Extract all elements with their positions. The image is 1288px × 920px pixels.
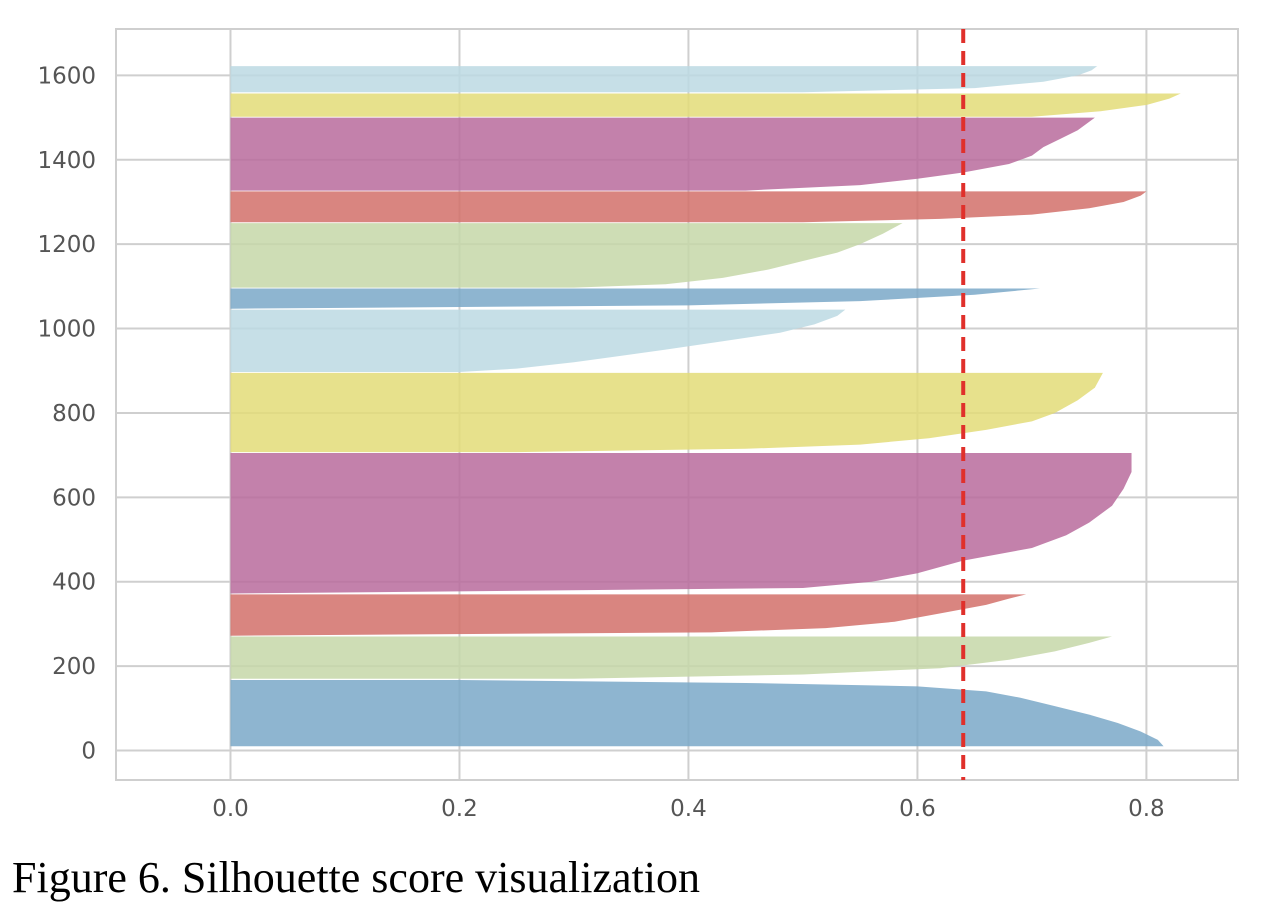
- cluster-silhouette-2: [230, 594, 1027, 636]
- x-tick-labels: 0.0 0.2 0.4 0.6 0.8: [212, 796, 1164, 822]
- y-tick-label-3: 600: [52, 485, 96, 511]
- x-tick-label-4: 0.8: [1128, 796, 1165, 822]
- cluster-silhouette-8: [230, 191, 1147, 223]
- y-tick-label-1: 200: [52, 654, 96, 680]
- cluster-silhouette-6: [230, 288, 1040, 309]
- cluster-silhouettes: [230, 66, 1181, 747]
- x-tick-label-0: 0.0: [212, 796, 249, 822]
- x-tick-label-2: 0.4: [670, 796, 707, 822]
- y-tick-label-5: 1000: [37, 317, 96, 343]
- cluster-silhouette-4: [230, 372, 1103, 453]
- y-tick-label-6: 1200: [37, 232, 96, 258]
- cluster-silhouette-10: [230, 93, 1181, 117]
- y-tick-labels: 0 200 400 600 800 1000 1200 1400 1600: [37, 63, 96, 764]
- y-tick-label-8: 1600: [37, 63, 96, 89]
- cluster-silhouette-9: [230, 117, 1095, 191]
- cluster-silhouette-0: [230, 680, 1164, 747]
- cluster-silhouette-11: [230, 66, 1098, 93]
- cluster-silhouette-7: [230, 223, 903, 288]
- figure-caption: Figure 6. Silhouette score visualization: [12, 853, 700, 902]
- x-tick-label-3: 0.6: [899, 796, 936, 822]
- x-tick-label-1: 0.2: [441, 796, 478, 822]
- y-tick-label-2: 400: [52, 570, 96, 596]
- y-tick-label-4: 800: [52, 401, 96, 427]
- cluster-silhouette-5: [230, 309, 846, 373]
- y-tick-label-7: 1400: [37, 148, 96, 174]
- cluster-silhouette-3: [230, 453, 1132, 594]
- cluster-silhouette-1: [230, 636, 1113, 679]
- silhouette-chart: 0.0 0.2 0.4 0.6 0.8 0 200 400 600 800 1000 1200 140…: [37, 28, 1239, 822]
- y-tick-label-0: 0: [81, 738, 96, 764]
